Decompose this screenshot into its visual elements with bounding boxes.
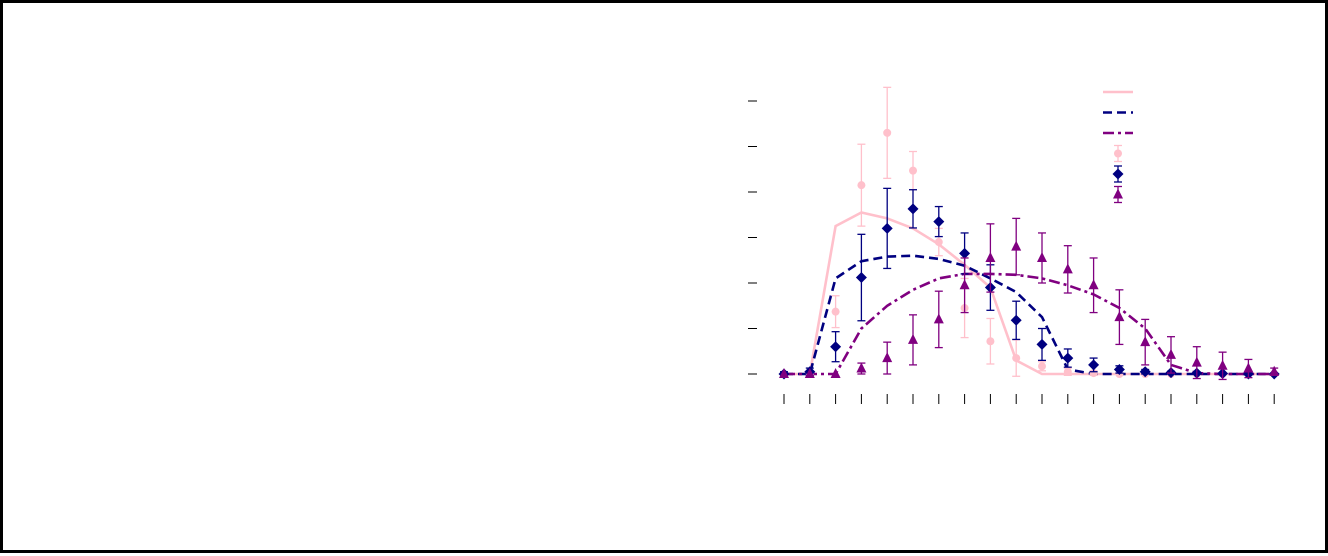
data-point-triangle [856, 362, 867, 373]
data-point-circle [1063, 367, 1072, 376]
data-point-diamond [1113, 363, 1125, 375]
data-point-circle [986, 337, 995, 346]
data-point-diamond [1088, 359, 1100, 371]
data-point-triangle [908, 333, 918, 344]
data-point-diamond [933, 216, 945, 228]
data-point-diamond [855, 272, 867, 284]
data-point-triangle [1037, 251, 1047, 262]
model-curves [784, 211, 1275, 376]
data-point-triangle [1140, 336, 1151, 347]
data-point-triangle [1062, 263, 1073, 274]
legend [1103, 90, 1133, 204]
data-point-triangle [830, 368, 841, 378]
data-point-triangle [1114, 311, 1125, 322]
data-point-diamond [1010, 314, 1022, 326]
data-point-diamond [907, 203, 919, 215]
data-point-circle [857, 181, 866, 190]
data-point-triangle [1269, 365, 1280, 376]
chart-svg [748, 86, 1280, 404]
data-point-triangle [1166, 348, 1176, 359]
data-point-circle [1038, 362, 1046, 371]
y-axis [748, 100, 757, 375]
data-point-triangle [1088, 279, 1099, 290]
data-point-diamond [1062, 352, 1074, 364]
data-point-triangle [1217, 359, 1228, 370]
data-point-triangle [1011, 240, 1022, 251]
series-line-2 [784, 254, 1275, 376]
series-line-1 [784, 211, 1275, 376]
data-point-triangle [1243, 362, 1254, 373]
data-point-diamond [830, 341, 842, 353]
data-point-circle [934, 238, 943, 247]
data-point-circle [909, 166, 917, 175]
data-points [778, 86, 1280, 381]
data-point-triangle [1191, 356, 1202, 367]
data-point-triangle [933, 313, 944, 324]
series-line-3 [784, 272, 1275, 376]
data-point-triangle [959, 279, 970, 290]
legend-marker-diamond [1112, 168, 1124, 180]
data-point-circle [831, 307, 840, 316]
data-point-circle [1012, 354, 1021, 363]
data-point-triangle [882, 352, 893, 363]
data-point-triangle [804, 368, 815, 378]
data-point-triangle [985, 251, 996, 262]
legend-marker-triangle [1113, 188, 1123, 199]
data-point-diamond [1139, 366, 1151, 378]
x-axis [783, 394, 1275, 404]
data-point-diamond [881, 222, 893, 234]
data-point-circle [883, 128, 892, 137]
data-point-triangle [779, 368, 789, 378]
legend-marker-circle [1114, 149, 1122, 158]
data-point-diamond [959, 247, 971, 259]
data-point-diamond [1036, 338, 1048, 350]
